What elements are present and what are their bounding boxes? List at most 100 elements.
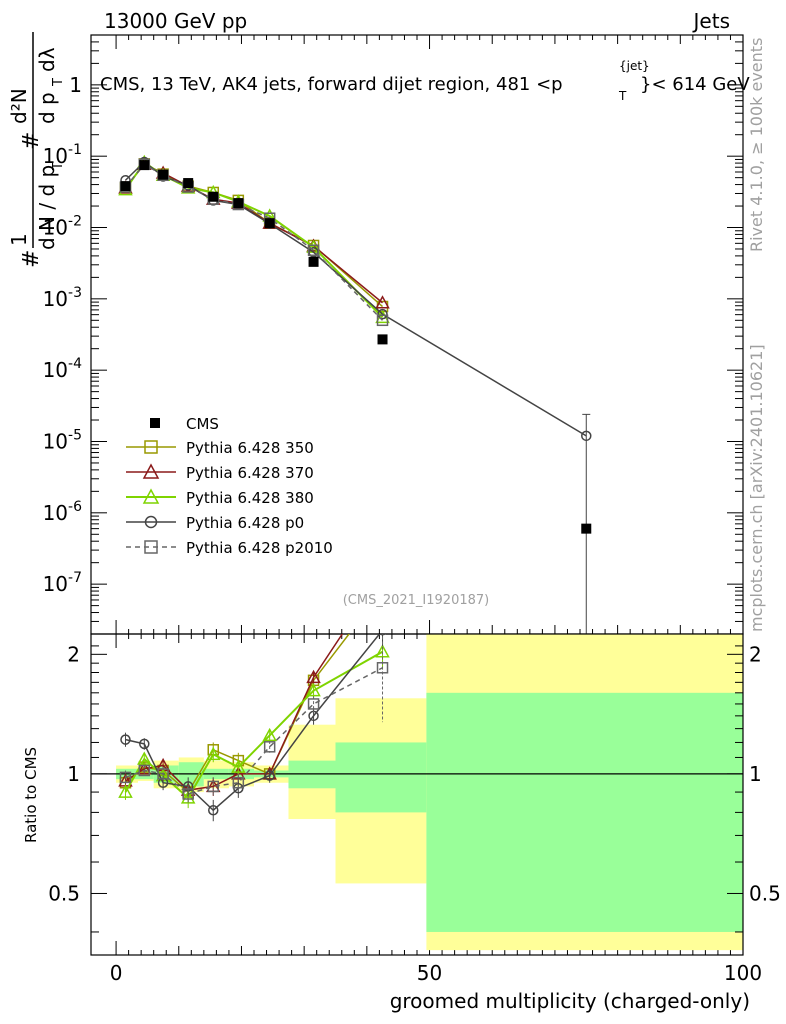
y-tick-label: 10-7 bbox=[43, 570, 82, 596]
svg-text:dλ: dλ bbox=[35, 47, 59, 72]
ratio-point-p2010 bbox=[263, 741, 276, 753]
y-tick-label: 10-4 bbox=[43, 356, 83, 382]
chart-title-main: CMS, 13 TeV, AK4 jets, forward dijet reg… bbox=[100, 74, 563, 95]
ratio-series bbox=[118, 567, 390, 822]
ratio-point-p2010 bbox=[232, 776, 245, 789]
ratio-point-p0 bbox=[378, 634, 387, 636]
main-y-axis-label: # 1 d N / d p T # d²N d p T dλ bbox=[7, 32, 66, 268]
header-right: Jets bbox=[692, 9, 730, 33]
y-tick-label: 10-6 bbox=[43, 499, 83, 525]
ratio-point-370 bbox=[137, 761, 152, 775]
ratio-point-380 bbox=[231, 759, 246, 773]
ratio-point-p0 bbox=[208, 804, 219, 816]
ratio-y-tick-label: 0.5 bbox=[48, 881, 80, 905]
legend-label-p2010: Pythia 6.428 p2010 bbox=[186, 539, 333, 557]
ratio-point-p2010 bbox=[138, 764, 151, 777]
series-point-p2010 bbox=[307, 244, 320, 256]
main-plot: 10-7 10-6 10-5 10-4 10-3 10-2 10-1 1 bbox=[43, 34, 744, 955]
ratio-y-tick-label: 2 bbox=[67, 642, 80, 666]
chart-title-super: {jet} bbox=[619, 59, 650, 73]
rivet-label: Rivet 4.1.0, ≥ 100k events bbox=[747, 38, 766, 252]
legend-marker-cms bbox=[150, 418, 160, 428]
legend-marker-p2010 bbox=[144, 540, 158, 554]
ratio-point-380 bbox=[137, 751, 152, 765]
legend-marker-380 bbox=[142, 488, 160, 504]
ratio-y-tick-label: 2 bbox=[749, 642, 762, 666]
ratio-point-p0 bbox=[120, 734, 131, 745]
data-point-cms bbox=[233, 198, 244, 209]
series-point-p0 bbox=[377, 308, 388, 320]
main-series bbox=[118, 154, 592, 634]
ratio-line-p2010 bbox=[125, 667, 383, 795]
legend-label-350: Pythia 6.428 350 bbox=[186, 439, 314, 457]
legend-label-p0: Pythia 6.428 p0 bbox=[186, 514, 304, 532]
legend-label-cms: CMS bbox=[186, 415, 219, 433]
y-tick-label: 10-3 bbox=[43, 285, 82, 311]
ratio-point-p2010 bbox=[182, 788, 194, 800]
legend-label-380: Pythia 6.428 380 bbox=[186, 489, 314, 507]
data-point-cms bbox=[308, 256, 319, 267]
data-point-cms bbox=[139, 160, 150, 171]
svg-text:d²N: d²N bbox=[7, 88, 31, 124]
svg-text:T: T bbox=[51, 78, 66, 87]
series-point-370 bbox=[375, 295, 390, 309]
ratio-point-380 bbox=[118, 784, 133, 798]
ratio-y-axis-label: Ratio to CMS bbox=[22, 747, 40, 843]
y-tick-label: 10-5 bbox=[43, 427, 82, 453]
svg-text:d N / d p: d N / d p bbox=[35, 165, 59, 250]
data-point-cms bbox=[581, 523, 592, 534]
mcplots-label: mcplots.cern.ch [arXiv:2401.10621] bbox=[747, 344, 766, 632]
ratio-point-p2010 bbox=[376, 662, 389, 674]
chart-title-end: }< 614 GeV bbox=[640, 74, 750, 95]
x-tick-label: 0 bbox=[110, 961, 123, 985]
ratio-point-p2010 bbox=[157, 768, 169, 780]
ratio-point-p0 bbox=[139, 738, 150, 750]
ratio-point-p0 bbox=[264, 770, 275, 781]
data-point-cms bbox=[377, 334, 388, 345]
ratio-point-380 bbox=[180, 790, 196, 804]
data-point-cms bbox=[158, 169, 169, 180]
ratio-point-380 bbox=[205, 746, 221, 761]
ratio-point-370 bbox=[377, 567, 389, 578]
y-tick-label: 10-1 bbox=[43, 142, 82, 168]
data-point-cms bbox=[120, 181, 131, 192]
ratio-point-p2010 bbox=[207, 780, 219, 793]
series-line-p0 bbox=[124, 160, 587, 437]
data-point-cms bbox=[183, 178, 194, 189]
ratio-point-380 bbox=[306, 683, 321, 697]
svg-text:d p: d p bbox=[35, 92, 59, 124]
ratio-plot: 0 50 100 0.5 0.5 1 1 2 2 bbox=[48, 567, 781, 985]
svg-text:1: 1 bbox=[7, 233, 31, 246]
band-stat bbox=[426, 692, 743, 932]
ratio-point-370 bbox=[306, 669, 321, 684]
ratio-point-p2010 bbox=[119, 771, 132, 784]
analysis-label: (CMS_2021_I1920187) bbox=[343, 593, 490, 608]
svg-text:#: # bbox=[19, 132, 44, 150]
svg-text:T: T bbox=[51, 162, 66, 171]
x-axis-label: groomed multiplicity (charged-only) bbox=[390, 989, 750, 1013]
series-point-p2010 bbox=[376, 314, 389, 327]
ratio-frame bbox=[90, 633, 744, 956]
chart-title: CMS, 13 TeV, AK4 jets, forward dijet reg… bbox=[100, 59, 750, 103]
data-point-cms bbox=[264, 218, 275, 229]
header-left: 13000 GeV pp bbox=[104, 9, 247, 33]
series-line-p2010 bbox=[124, 163, 384, 321]
ratio-y-tick-label: 0.5 bbox=[749, 881, 781, 905]
series-line-350 bbox=[124, 162, 384, 308]
svg-text:#: # bbox=[19, 250, 44, 268]
y-tick-label: 10-2 bbox=[43, 214, 82, 240]
legend-marker-370 bbox=[142, 463, 160, 479]
band-stat bbox=[335, 742, 427, 813]
legend-marker-p0 bbox=[144, 515, 158, 529]
y-tick-label: 1 bbox=[69, 73, 82, 97]
chart-title-sub: T bbox=[618, 89, 627, 103]
legend-label-370: Pythia 6.428 370 bbox=[186, 464, 314, 482]
ratio-point-380 bbox=[262, 727, 277, 742]
x-tick-label: 50 bbox=[417, 961, 442, 985]
ratio-point-p2010 bbox=[307, 698, 320, 710]
x-tick-label: 100 bbox=[724, 961, 762, 985]
legend: CMS Pythia 6.428 350 Pythia 6.428 370 Py… bbox=[126, 415, 333, 557]
ratio-y-tick-label: 1 bbox=[67, 762, 80, 786]
series-line-380 bbox=[124, 160, 384, 319]
